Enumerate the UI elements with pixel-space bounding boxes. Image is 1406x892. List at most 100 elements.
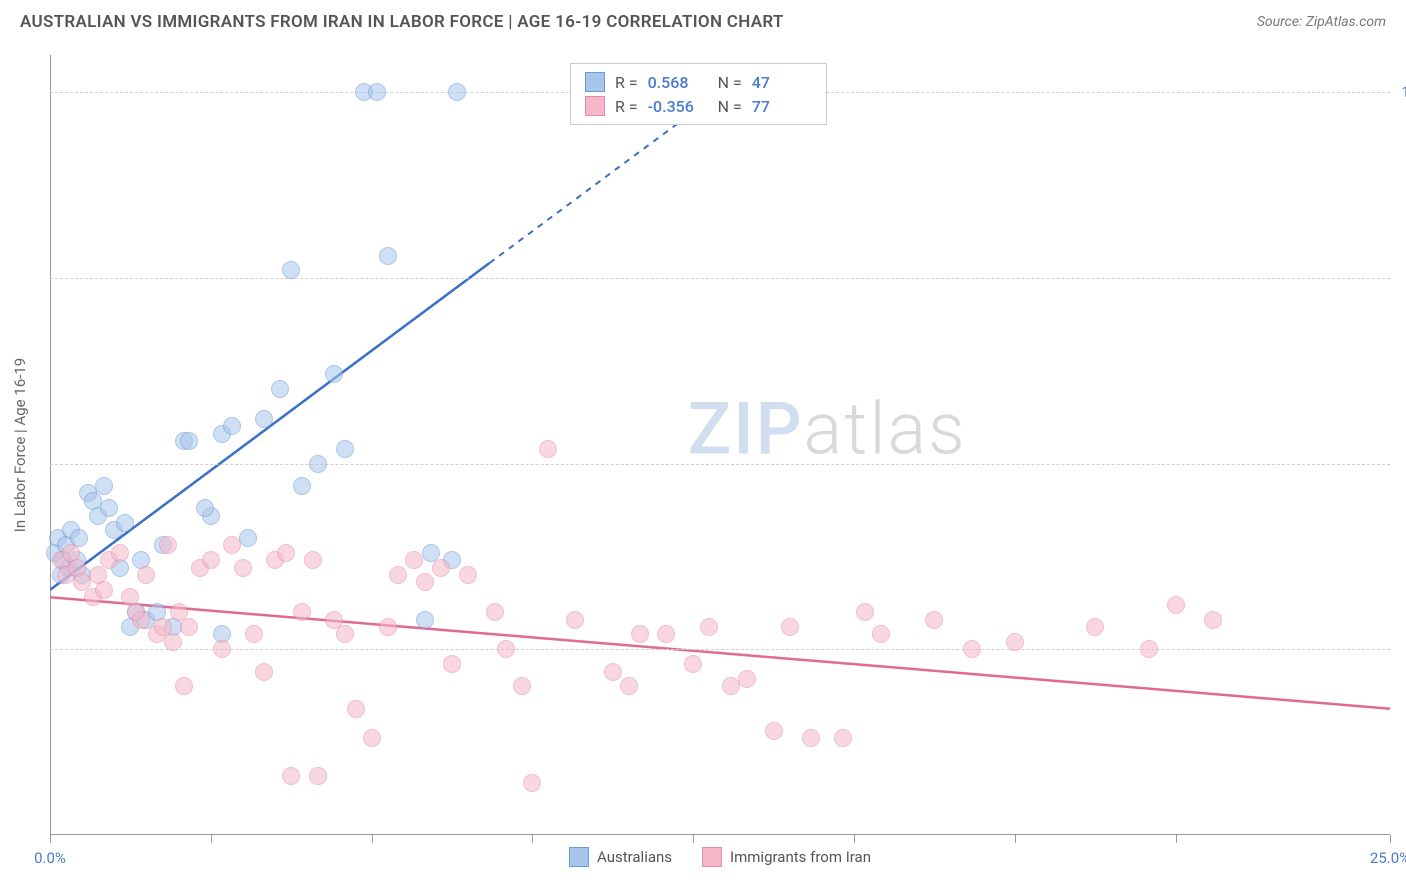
- scatter-point: [872, 625, 890, 643]
- scatter-point: [277, 544, 295, 562]
- scatter-point: [234, 559, 252, 577]
- scatter-point: [781, 618, 799, 636]
- scatter-point: [213, 640, 231, 658]
- scatter-point: [309, 455, 327, 473]
- x-tick: [1015, 835, 1016, 843]
- scatter-point: [255, 663, 273, 681]
- scatter-point: [405, 551, 423, 569]
- gridline: [50, 278, 1390, 279]
- swatch-icon: [569, 847, 589, 867]
- n-label: N =: [718, 73, 742, 92]
- n-value: 47: [752, 73, 812, 92]
- scatter-point: [180, 618, 198, 636]
- scatter-point: [856, 603, 874, 621]
- r-value: -0.356: [648, 97, 708, 116]
- scatter-point: [620, 677, 638, 695]
- scatter-point: [379, 247, 397, 265]
- scatter-point: [325, 365, 343, 383]
- scatter-point: [604, 663, 622, 681]
- scatter-point: [459, 566, 477, 584]
- stats-row: R = -0.356 N = 77: [585, 94, 812, 118]
- scatter-point: [631, 625, 649, 643]
- scatter-point: [309, 767, 327, 785]
- scatter-point: [100, 499, 118, 517]
- gridline: [50, 464, 1390, 465]
- scatter-point: [963, 640, 981, 658]
- scatter-point: [180, 432, 198, 450]
- scatter-point: [497, 640, 515, 658]
- scatter-point: [95, 581, 113, 599]
- scatter-point: [159, 536, 177, 554]
- scatter-point: [1086, 618, 1104, 636]
- trend-line: [50, 597, 1390, 708]
- scatter-point: [432, 559, 450, 577]
- scatter-point: [132, 611, 150, 629]
- x-tick-label: 25.0%: [1370, 849, 1406, 867]
- chart-container: In Labor Force | Age 16-19 ZIPatlas 25.0…: [50, 55, 1390, 835]
- gridline: [50, 649, 1390, 650]
- legend-label: Australians: [597, 848, 672, 866]
- scatter-point: [684, 655, 702, 673]
- chart-title: AUSTRALIAN VS IMMIGRANTS FROM IRAN IN LA…: [20, 12, 784, 32]
- swatch-icon: [702, 847, 722, 867]
- scatter-point: [389, 566, 407, 584]
- scatter-point: [834, 729, 852, 747]
- scatter-point: [293, 603, 311, 621]
- scatter-point: [304, 551, 322, 569]
- scatter-point: [1006, 633, 1024, 651]
- n-label: N =: [718, 97, 742, 116]
- scatter-point: [223, 417, 241, 435]
- scatter-point: [239, 529, 257, 547]
- scatter-point: [368, 83, 386, 101]
- trend-lines-svg: [50, 55, 1390, 835]
- bottom-legend: Australians Immigrants from Iran: [569, 847, 871, 867]
- x-tick-label: 0.0%: [34, 849, 66, 867]
- scatter-point: [523, 774, 541, 792]
- scatter-point: [1167, 596, 1185, 614]
- scatter-point: [700, 618, 718, 636]
- scatter-point: [416, 573, 434, 591]
- scatter-point: [513, 677, 531, 695]
- x-tick: [211, 835, 212, 843]
- watermark-zip: ZIP: [688, 387, 804, 472]
- watermark: ZIPatlas: [688, 387, 967, 472]
- scatter-point: [486, 603, 504, 621]
- scatter-point: [566, 611, 584, 629]
- scatter-point: [95, 477, 113, 495]
- scatter-point: [175, 677, 193, 695]
- trend-line: [50, 263, 490, 590]
- scatter-point: [1204, 611, 1222, 629]
- swatch-icon: [585, 72, 605, 92]
- scatter-point: [282, 767, 300, 785]
- scatter-point: [111, 544, 129, 562]
- scatter-point: [336, 440, 354, 458]
- x-tick: [1176, 835, 1177, 843]
- scatter-point: [282, 261, 300, 279]
- scatter-point: [347, 700, 365, 718]
- scatter-point: [271, 380, 289, 398]
- x-tick: [532, 835, 533, 843]
- scatter-point: [539, 440, 557, 458]
- scatter-point: [416, 611, 434, 629]
- r-label: R =: [615, 97, 638, 116]
- scatter-point: [363, 729, 381, 747]
- y-axis-line: [50, 55, 51, 835]
- x-axis-line: [50, 834, 1390, 835]
- y-tick-label: 100.0%: [1401, 83, 1406, 101]
- chart-header: AUSTRALIAN VS IMMIGRANTS FROM IRAN IN LA…: [0, 0, 1406, 40]
- scatter-point: [202, 551, 220, 569]
- scatter-point: [1140, 640, 1158, 658]
- plot-area: ZIPatlas 25.0%50.0%75.0%100.0%0.0%25.0%: [50, 55, 1390, 835]
- scatter-point: [443, 655, 461, 673]
- scatter-point: [245, 625, 263, 643]
- scatter-point: [802, 729, 820, 747]
- scatter-point: [164, 633, 182, 651]
- stats-row: R = 0.568 N = 47: [585, 70, 812, 94]
- swatch-icon: [585, 96, 605, 116]
- x-tick: [50, 835, 51, 843]
- scatter-point: [448, 83, 466, 101]
- x-tick: [1390, 835, 1391, 843]
- scatter-point: [137, 566, 155, 584]
- scatter-point: [738, 670, 756, 688]
- r-value: 0.568: [648, 73, 708, 92]
